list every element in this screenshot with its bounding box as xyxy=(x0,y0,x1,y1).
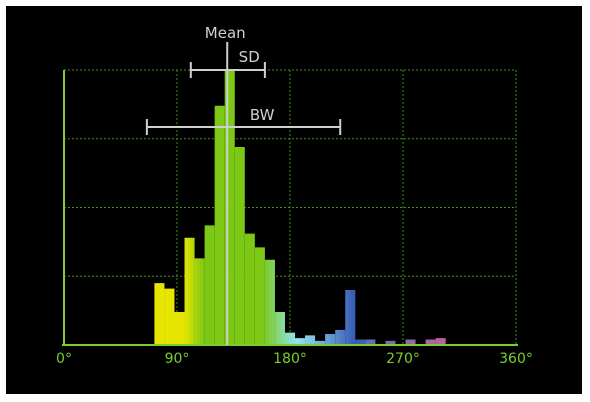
sd-label: SD xyxy=(239,48,260,66)
histogram-bar xyxy=(164,288,175,345)
histogram-bar xyxy=(295,338,306,345)
histogram-bar xyxy=(224,70,235,345)
histogram-bar xyxy=(435,338,446,345)
histogram-bar xyxy=(405,339,416,345)
histogram-bar xyxy=(244,233,255,345)
histogram-bar xyxy=(325,334,336,345)
chart-panel xyxy=(6,6,582,394)
mean-label: Mean xyxy=(205,24,246,42)
histogram-bar xyxy=(284,332,296,345)
annotation-layer: Mean SD BW xyxy=(145,24,342,345)
histogram-bar xyxy=(335,329,346,345)
tick-label-layer: 0° 90° 180° 270° 360° xyxy=(56,351,533,367)
histogram-bar xyxy=(184,237,195,345)
histogram-bar xyxy=(345,290,356,345)
bar-layer xyxy=(154,70,446,345)
bw-label: BW xyxy=(250,106,275,124)
histogram-bar xyxy=(254,247,265,345)
x-tick-label: 360° xyxy=(499,351,533,367)
grid-layer xyxy=(64,69,517,345)
histogram-bar xyxy=(355,339,366,345)
histogram-bar xyxy=(385,340,396,345)
histogram-bar xyxy=(274,312,285,345)
histogram-bar xyxy=(214,105,225,345)
x-tick-label: 180° xyxy=(273,351,307,367)
x-tick-label: 0° xyxy=(56,351,72,367)
histogram-bar xyxy=(194,258,205,345)
histogram-bar xyxy=(174,312,185,345)
histogram-bar xyxy=(315,340,326,345)
histogram-bar xyxy=(365,339,376,345)
axis-layer xyxy=(62,70,518,346)
x-tick-label: 90° xyxy=(165,351,190,367)
histogram-bar xyxy=(204,225,215,345)
histogram-bar xyxy=(234,147,245,345)
x-tick-label: 270° xyxy=(386,351,420,367)
histogram-bar xyxy=(154,283,165,345)
histogram-bar xyxy=(264,259,275,345)
histogram-bar xyxy=(425,339,436,345)
histogram-bar xyxy=(305,335,316,345)
